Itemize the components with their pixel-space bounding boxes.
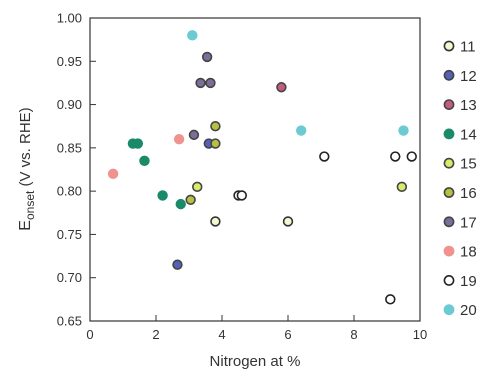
data-points [107, 30, 417, 305]
legend-label-14: 14 [460, 126, 477, 143]
y-axis-title-rest: (V vs. RHE) [17, 107, 34, 190]
y-tick-label: 0.85 [57, 140, 82, 155]
data-point-series-13 [276, 82, 287, 93]
data-point-series-19 [385, 294, 396, 305]
legend-marker-15 [443, 157, 455, 169]
y-tick-label: 0.70 [57, 270, 82, 285]
plot-frame [89, 17, 421, 322]
data-point-series-17 [195, 77, 206, 89]
legend-label-19: 19 [460, 273, 477, 290]
data-point-series-15 [396, 181, 408, 193]
legend-marker-14 [443, 128, 455, 140]
legend-label-18: 18 [460, 244, 477, 261]
y-tick-label: 0.80 [57, 184, 82, 199]
legend-marker-18 [443, 245, 455, 257]
data-point-series-11 [282, 216, 294, 227]
data-point-series-15 [192, 181, 203, 193]
data-point-series-17 [201, 51, 213, 63]
x-tick-label: 4 [218, 327, 225, 342]
data-point-series-16 [210, 138, 221, 149]
legend-marker-16 [443, 187, 455, 198]
data-point-series-14 [175, 198, 186, 210]
x-tick-label: 6 [284, 327, 291, 342]
data-point-series-20 [398, 125, 409, 136]
legend-label-17: 17 [460, 214, 477, 231]
legend-marker-13 [443, 99, 455, 110]
legend-marker-12 [443, 69, 455, 81]
x-axis-title: Nitrogen at % [210, 353, 301, 370]
legend-label-12: 12 [460, 68, 477, 85]
data-point-series-17 [188, 129, 200, 141]
data-point-series-20 [296, 125, 307, 136]
y-tick-label: 0.90 [57, 97, 82, 112]
y-axis-title-subscript: onset [23, 190, 37, 220]
data-point-series-19 [319, 151, 330, 162]
data-point-series-14 [139, 155, 150, 167]
data-point-series-20 [187, 30, 198, 41]
legend-label-16: 16 [460, 185, 477, 202]
axis-ticks: 0 2 4 6 8 10 0.65 0.70 0.75 0.80 0.85 0.90 0.95 1.00 [57, 11, 428, 343]
x-tick-label: 8 [350, 327, 357, 342]
data-point-series-18 [107, 168, 119, 180]
y-tick-label: 1.00 [57, 11, 82, 26]
data-point-series-19 [236, 190, 248, 201]
legend-label-13: 13 [460, 97, 477, 114]
y-axis-title-main: E [17, 220, 34, 231]
data-point-series-19 [406, 151, 417, 162]
data-point-series-12 [172, 259, 183, 270]
y-tick-label: 0.75 [57, 227, 82, 242]
legend-label-20: 20 [460, 302, 477, 319]
x-tick-label: 2 [152, 327, 159, 342]
x-tick-label: 0 [86, 327, 93, 342]
legend-label-11: 11 [460, 39, 476, 56]
legend-marker-20 [443, 304, 455, 316]
legend-marker-17 [443, 216, 455, 228]
legend-marker-19 [443, 274, 455, 286]
legend: 11 12 13 14 15 16 17 18 19 20 [443, 39, 477, 319]
y-tick-label: 0.95 [57, 54, 82, 69]
y-tick-label: 0.65 [57, 314, 82, 329]
x-tick-label: 10 [413, 327, 427, 342]
data-point-series-18 [173, 134, 185, 145]
legend-marker-11 [443, 40, 455, 52]
data-point-series-14 [132, 138, 144, 149]
data-point-series-16 [210, 121, 221, 132]
legend-label-15: 15 [460, 156, 477, 173]
data-point-series-11 [210, 216, 221, 227]
y-axis-title: Eonset (V vs. RHE) [17, 107, 37, 230]
data-point-series-14 [157, 190, 168, 201]
data-point-series-19 [390, 151, 401, 162]
data-point-series-16 [185, 194, 196, 206]
data-point-series-17 [205, 77, 216, 89]
